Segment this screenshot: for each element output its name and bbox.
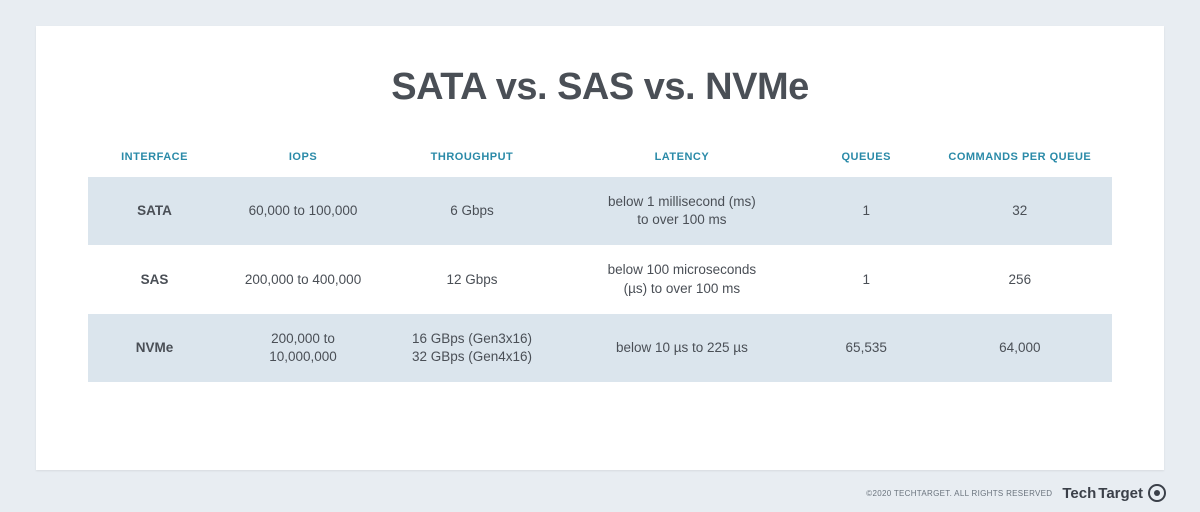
copyright-text: ©2020 TECHTARGET. ALL RIGHTS RESERVED xyxy=(866,489,1052,498)
techtarget-logo: TechTarget xyxy=(1062,484,1166,502)
cell-throughput: 12 Gbps xyxy=(385,245,559,313)
table-row: NVMe 200,000 to10,000,000 16 GBps (Gen3x… xyxy=(88,314,1112,382)
cell-interface: NVMe xyxy=(88,314,221,382)
col-iops: IOPS xyxy=(221,143,385,177)
footer: ©2020 TECHTARGET. ALL RIGHTS RESERVED Te… xyxy=(866,484,1166,502)
cell-queues: 65,535 xyxy=(805,314,928,382)
cell-latency: below 1 millisecond (ms)to over 100 ms xyxy=(559,177,805,245)
table-header-row: INTERFACE IOPS THROUGHPUT LATENCY QUEUES… xyxy=(88,143,1112,177)
cell-commands: 64,000 xyxy=(928,314,1112,382)
cell-iops: 200,000 to10,000,000 xyxy=(221,314,385,382)
cell-latency: below 10 µs to 225 µs xyxy=(559,314,805,382)
col-queues: QUEUES xyxy=(805,143,928,177)
cell-queues: 1 xyxy=(805,245,928,313)
col-commands: COMMANDS PER QUEUE xyxy=(928,143,1112,177)
cell-latency: below 100 microseconds(µs) to over 100 m… xyxy=(559,245,805,313)
table-row: SATA 60,000 to 100,000 6 Gbps below 1 mi… xyxy=(88,177,1112,245)
cell-queues: 1 xyxy=(805,177,928,245)
cell-interface: SATA xyxy=(88,177,221,245)
logo-text-bold: Target xyxy=(1098,485,1143,502)
logo-text-light: Tech xyxy=(1062,485,1096,502)
cell-iops: 200,000 to 400,000 xyxy=(221,245,385,313)
table-row: SAS 200,000 to 400,000 12 Gbps below 100… xyxy=(88,245,1112,313)
card: SATA vs. SAS vs. NVMe INTERFACE IOPS THR… xyxy=(36,26,1164,470)
cell-throughput: 6 Gbps xyxy=(385,177,559,245)
cell-commands: 256 xyxy=(928,245,1112,313)
col-throughput: THROUGHPUT xyxy=(385,143,559,177)
comparison-table: INTERFACE IOPS THROUGHPUT LATENCY QUEUES… xyxy=(88,143,1112,382)
cell-interface: SAS xyxy=(88,245,221,313)
col-interface: INTERFACE xyxy=(88,143,221,177)
cell-commands: 32 xyxy=(928,177,1112,245)
col-latency: LATENCY xyxy=(559,143,805,177)
eye-icon xyxy=(1148,484,1166,502)
page-title: SATA vs. SAS vs. NVMe xyxy=(88,66,1112,109)
cell-throughput: 16 GBps (Gen3x16)32 GBps (Gen4x16) xyxy=(385,314,559,382)
cell-iops: 60,000 to 100,000 xyxy=(221,177,385,245)
